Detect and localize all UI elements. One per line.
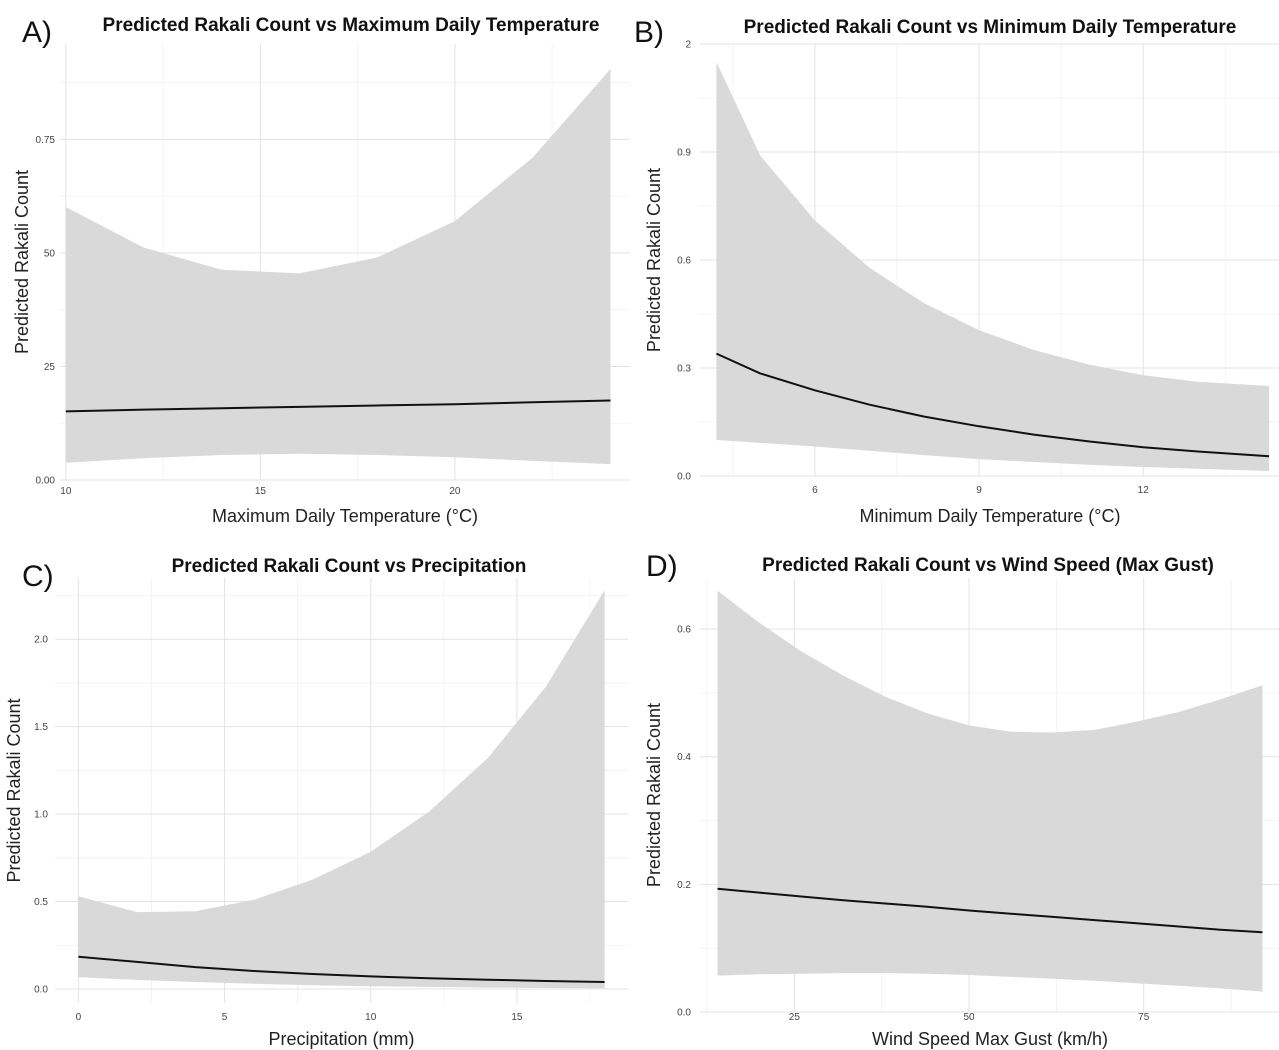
panel-b-y-axis-title: Predicted Rakali Count (644, 168, 664, 352)
panel-a-y-tick-label: 25 (44, 362, 56, 373)
panel-d: 25 50 75 0.0 0.2 0.4 0.6 D) Predicted Rakali Cou… (644, 550, 1279, 1049)
panel-a-letter: A) (22, 16, 52, 49)
panel-a-y-tick-label: 50 (44, 248, 56, 259)
panel-d-y-tick-label: 0.2 (677, 880, 691, 891)
panel-a: 10 15 20 0.00 25 50 0.75 A) Predicted Rakali Cou… (12, 15, 630, 526)
panel-b-x-tick-label: 6 (812, 485, 818, 496)
panel-c-letter: C) (22, 560, 54, 593)
panel-a-fit-line (65, 399, 611, 413)
panel-d-y-tick-label: 0.4 (677, 752, 691, 763)
panel-d-x-tick-label: 75 (1138, 1012, 1150, 1023)
panel-c-x-tick-label: 0 (76, 1012, 82, 1023)
panel-c-x-tick-label: 5 (222, 1012, 228, 1023)
panel-c: 0 5 10 15 0.0 0.5 1.0 1.5 2.0 C) Predicted Rakali … (4, 556, 628, 1049)
panel-c-y-tick-label: 1.5 (34, 722, 48, 733)
panel-d-fit-line (717, 887, 1263, 934)
panel-b-y-tick-label: 0.6 (677, 256, 691, 267)
panel-d-confidence-band (717, 590, 1263, 992)
panel-b-y-tick-label: 0.0 (677, 472, 691, 483)
panel-d-x-axis-title: Wind Speed Max Gust (km/h) (872, 1029, 1108, 1049)
panel-c-y-tick-label: 1.0 (34, 810, 48, 821)
panel-a-y-tick-label: 0.00 (36, 476, 56, 487)
panel-d-y-tick-label: 0.6 (677, 625, 691, 636)
panel-b-y-tick-label: 0.9 (677, 148, 691, 159)
panel-c-y-tick-label: 0.5 (34, 897, 48, 908)
panel-c-x-axis-title: Precipitation (mm) (268, 1029, 414, 1049)
panel-b-title: Predicted Rakali Count vs Minimum Daily … (744, 17, 1237, 38)
panel-b-x-axis-title: Minimum Daily Temperature (°C) (860, 506, 1121, 526)
panel-c-y-axis-title: Predicted Rakali Count (4, 698, 24, 882)
panel-a-confidence-band (65, 69, 611, 465)
panel-d-letter: D) (646, 550, 678, 583)
panel-c-title: Predicted Rakali Count vs Precipitation (172, 556, 527, 577)
panel-a-x-axis-title: Maximum Daily Temperature (°C) (212, 506, 478, 526)
panel-b-letter: B) (634, 16, 664, 49)
panel-d-y-axis-title: Predicted Rakali Count (644, 703, 664, 887)
panel-c-x-tick-label: 15 (511, 1012, 523, 1023)
panel-a-x-tick-label: 15 (255, 486, 267, 497)
panel-d-y-tick-label: 0.0 (677, 1008, 691, 1019)
panel-c-fit-line (78, 955, 605, 983)
panel-c-x-tick-label: 10 (365, 1012, 377, 1023)
panel-b-x-tick-label: 12 (1138, 485, 1150, 496)
panel-c-confidence-band (78, 590, 605, 989)
panel-b: 6 9 12 0.0 0.3 0.6 0.9 2 B) Predicted Rakali Coun… (634, 16, 1279, 526)
panel-b-y-tick-label: 0.3 (677, 364, 691, 375)
panel-a-title: Predicted Rakali Count vs Maximum Daily … (103, 15, 600, 36)
panel-d-x-tick-label: 25 (789, 1012, 801, 1023)
panel-c-y-tick-label: 2.0 (34, 635, 48, 646)
panel-a-y-tick-label: 0.75 (36, 135, 56, 146)
panel-a-y-axis-title: Predicted Rakali Count (12, 170, 32, 354)
panel-b-confidence-band (716, 62, 1270, 471)
panel-a-x-tick-label: 10 (60, 486, 72, 497)
panel-d-title: Predicted Rakali Count vs Wind Speed (Ma… (762, 555, 1214, 576)
panel-b-y-tick-label: 2 (685, 40, 691, 51)
panel-b-fit-line (715, 352, 1270, 458)
panel-b-x-tick-label: 9 (976, 485, 982, 496)
panel-a-x-tick-label: 20 (449, 486, 461, 497)
panel-c-y-tick-label: 0.0 (34, 985, 48, 996)
panel-d-x-tick-label: 50 (963, 1012, 975, 1023)
